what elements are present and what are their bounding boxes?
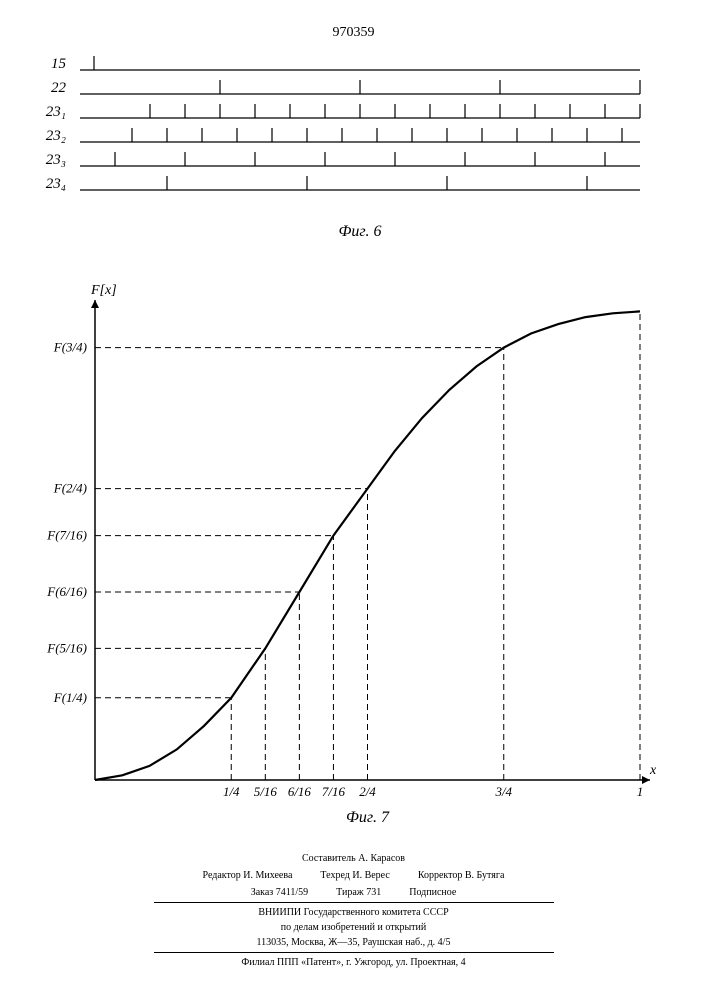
svg-text:F[x]: F[x] bbox=[90, 283, 117, 298]
compiler: Составитель А. Карасов bbox=[302, 851, 405, 866]
svg-text:23₁: 23₁ bbox=[46, 104, 66, 120]
svg-text:F(5/16): F(5/16) bbox=[46, 640, 87, 655]
corrector: Корректор В. Бутяга bbox=[418, 868, 505, 883]
svg-text:23₄: 23₄ bbox=[46, 176, 66, 192]
org-line-1: ВНИИПИ Государственного комитета СССР bbox=[0, 905, 707, 920]
svg-text:x: x bbox=[649, 763, 657, 778]
tirage: Тираж 731 bbox=[336, 885, 381, 900]
tech-editor: Техред И. Верес bbox=[320, 868, 389, 883]
svg-text:22: 22 bbox=[51, 80, 67, 96]
function-graph: F[x] x 1/4 5/16 6/16 7/16 2/4 3/4 1 F(1/4) F(5/16)… bbox=[0, 250, 707, 850]
svg-text:1/4: 1/4 bbox=[223, 784, 240, 799]
org-line-2: по делам изобретений и открытий bbox=[0, 920, 707, 935]
svg-text:1: 1 bbox=[637, 784, 644, 799]
svg-text:F(6/16): F(6/16) bbox=[46, 584, 87, 599]
svg-text:23₃: 23₃ bbox=[46, 152, 66, 168]
address-1: 113035, Москва, Ж—35, Раушская наб., д. … bbox=[0, 935, 707, 950]
svg-text:2/4: 2/4 bbox=[359, 784, 376, 799]
svg-text:F(3/4): F(3/4) bbox=[53, 340, 87, 355]
order-no: Заказ 7411/59 bbox=[251, 885, 308, 900]
svg-text:23₂: 23₂ bbox=[46, 128, 66, 144]
svg-text:F(1/4): F(1/4) bbox=[53, 690, 87, 705]
svg-text:6/16: 6/16 bbox=[288, 784, 312, 799]
subscription: Подписное bbox=[409, 885, 456, 900]
colophon: Составитель А. Карасов Редактор И. Михее… bbox=[0, 851, 707, 970]
svg-text:F(2/4): F(2/4) bbox=[53, 481, 87, 496]
timing-diagram: 15 22 23₁ 23₂ 23₃ 23₄ Фиг. 6 bbox=[0, 0, 707, 250]
svg-text:7/16: 7/16 bbox=[322, 784, 346, 799]
svg-text:Фиг. 7: Фиг. 7 bbox=[346, 809, 390, 826]
svg-text:3/4: 3/4 bbox=[494, 784, 512, 799]
address-2: Филиал ППП «Патент», г. Ужгород, ул. Про… bbox=[0, 955, 707, 970]
svg-text:15: 15 bbox=[51, 56, 67, 72]
svg-text:F(7/16): F(7/16) bbox=[46, 528, 87, 543]
editor: Редактор И. Михеева bbox=[203, 868, 293, 883]
svg-text:5/16: 5/16 bbox=[254, 784, 278, 799]
svg-text:Фиг. 6: Фиг. 6 bbox=[339, 223, 382, 240]
